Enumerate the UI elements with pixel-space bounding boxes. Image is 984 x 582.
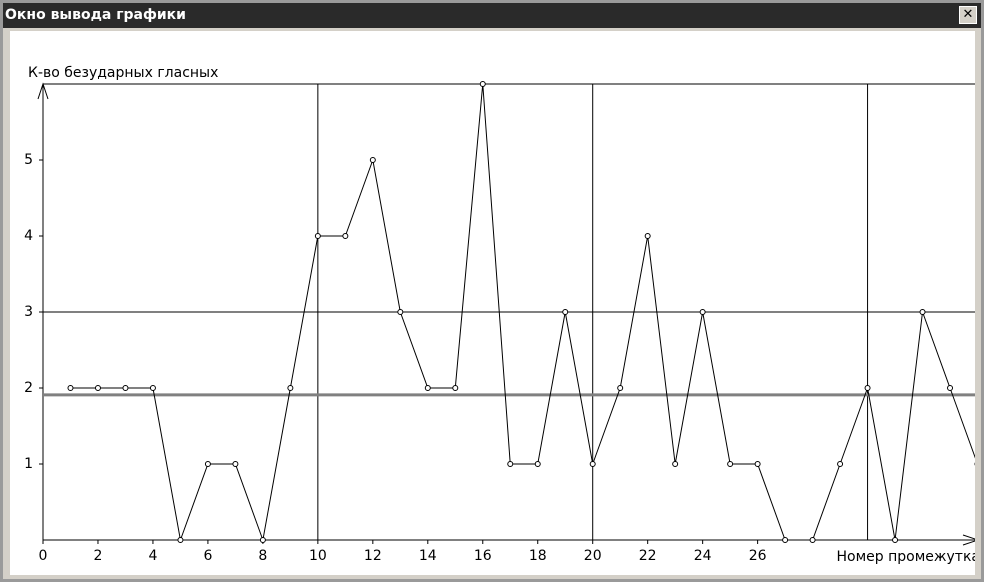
point bbox=[397, 309, 404, 315]
x-tick-label: 26 bbox=[749, 548, 767, 564]
x-tick-label: 16 bbox=[474, 548, 492, 564]
x-tick-label: 4 bbox=[148, 548, 157, 564]
point bbox=[644, 233, 651, 239]
x-tick-label: 10 bbox=[309, 548, 327, 564]
x-tick-label: 20 bbox=[584, 548, 602, 564]
point bbox=[699, 309, 706, 315]
series-line bbox=[70, 83, 975, 542]
point bbox=[67, 385, 74, 391]
x-tick-label: 22 bbox=[639, 548, 657, 564]
window-title: Окно вывода графики bbox=[5, 7, 186, 23]
point bbox=[727, 461, 734, 467]
point bbox=[672, 461, 679, 467]
point bbox=[617, 385, 624, 391]
y-tick-label: 2 bbox=[24, 380, 33, 396]
point bbox=[122, 385, 129, 391]
point bbox=[452, 385, 459, 391]
y-axis-arrow bbox=[37, 82, 49, 100]
x-tick-label: 24 bbox=[694, 548, 712, 564]
y-tick-label: 5 bbox=[24, 152, 33, 168]
point bbox=[479, 81, 486, 87]
point bbox=[534, 461, 541, 467]
point bbox=[94, 385, 101, 391]
point bbox=[837, 461, 844, 467]
point bbox=[947, 385, 954, 391]
x-tick-label: 12 bbox=[364, 548, 382, 564]
x-tick-label: 8 bbox=[258, 548, 267, 564]
y-tick-label: 1 bbox=[24, 456, 33, 472]
point bbox=[314, 233, 321, 239]
x-tick-label: 2 bbox=[94, 548, 103, 564]
y-tick-label: 4 bbox=[24, 228, 33, 244]
chart: К-во безударных гласных Номер промежутка… bbox=[10, 31, 975, 575]
point bbox=[369, 157, 376, 163]
point bbox=[424, 385, 431, 391]
title-bar: Окно вывода графики ✕ bbox=[3, 3, 981, 28]
point bbox=[809, 537, 816, 543]
x-tick-label: 14 bbox=[419, 548, 437, 564]
point bbox=[919, 309, 926, 315]
point bbox=[589, 461, 596, 467]
y-tick-label: 3 bbox=[24, 304, 33, 320]
point bbox=[507, 461, 514, 467]
point bbox=[287, 385, 294, 391]
x-tick-label: 6 bbox=[203, 548, 212, 564]
point bbox=[754, 461, 761, 467]
point bbox=[149, 385, 156, 391]
x-tick-label: 18 bbox=[529, 548, 547, 564]
point bbox=[864, 385, 871, 391]
x-axis-arrow bbox=[962, 534, 975, 546]
point bbox=[177, 537, 184, 543]
point bbox=[562, 309, 569, 315]
close-button[interactable]: ✕ bbox=[959, 6, 977, 24]
point bbox=[204, 461, 211, 467]
point bbox=[782, 537, 789, 543]
y-axis-label: К-во безударных гласных bbox=[28, 65, 218, 81]
x-tick-label: 0 bbox=[39, 548, 48, 564]
point bbox=[232, 461, 239, 467]
point bbox=[342, 233, 349, 239]
point bbox=[259, 537, 266, 543]
x-axis-label: Номер промежутка bbox=[837, 549, 975, 565]
point bbox=[892, 537, 899, 543]
